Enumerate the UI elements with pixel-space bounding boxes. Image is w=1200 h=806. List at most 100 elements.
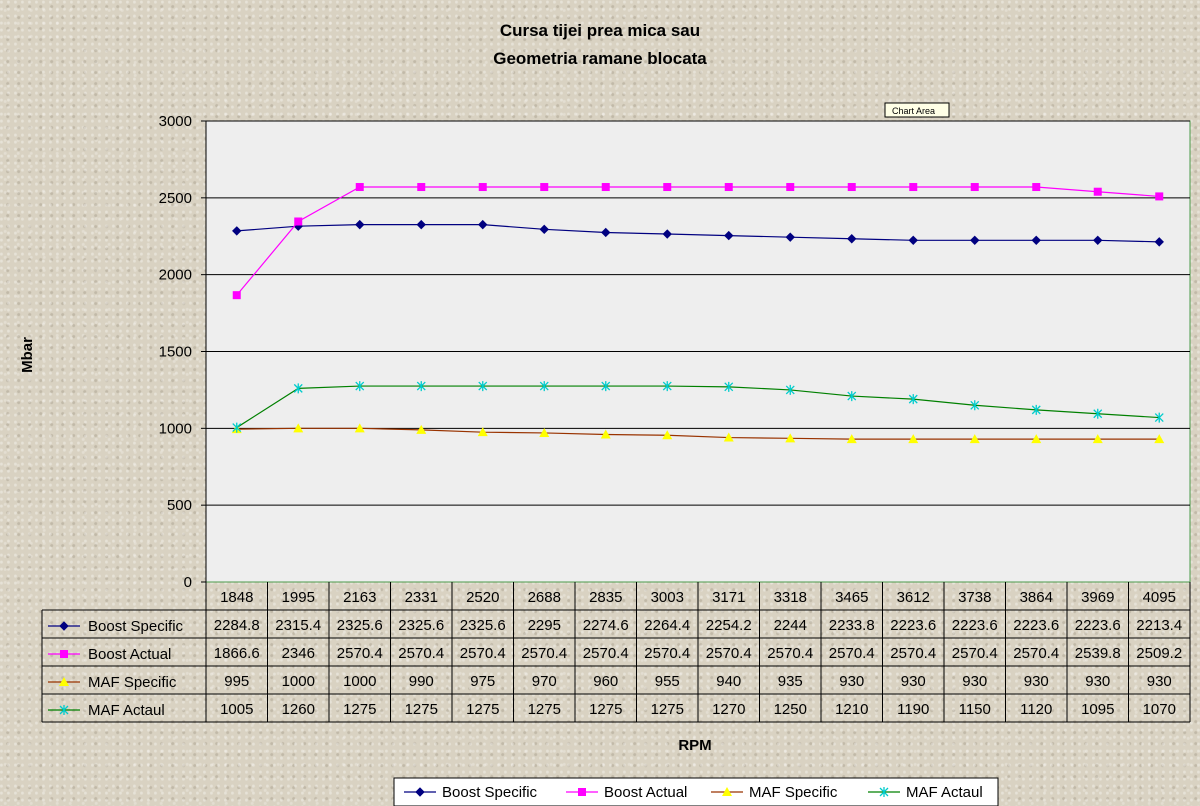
data-point-series-1 (232, 226, 242, 236)
diamond-marker-shape (415, 787, 425, 797)
data-point-series-4 (908, 394, 918, 405)
series-line-4 (236, 385, 1160, 429)
star-marker-shape (662, 381, 672, 392)
table-cell: 1210 (835, 701, 868, 718)
table-cell: 930 (962, 673, 987, 690)
legend-marker (578, 788, 586, 796)
plot-area[interactable]: 0 500 1000 1500 2000 2500 3000 (159, 113, 1191, 591)
table-cell: 2570.4 (829, 645, 875, 662)
data-point-series-3 (1092, 434, 1103, 444)
table-cell: 2223.6 (1075, 617, 1121, 634)
table-cell: 960 (593, 673, 618, 690)
x-category-label: 1848 (220, 589, 253, 606)
diamond-marker-shape (355, 219, 365, 230)
diamond-marker-shape (724, 230, 734, 241)
star-marker-shape (416, 381, 426, 392)
table-cell: 1150 (959, 701, 991, 718)
table-cell: 970 (532, 673, 557, 690)
data-point-series-4 (785, 384, 795, 395)
triangle-marker-shape (662, 430, 673, 440)
y-tick-label: 500 (167, 497, 192, 514)
square-marker-shape (724, 183, 733, 192)
star-marker-shape (59, 705, 69, 715)
square-marker-shape (970, 183, 979, 192)
data-point-series-1 (416, 219, 426, 230)
data-point-series-2 (232, 291, 241, 300)
table-cell: 1250 (774, 701, 807, 718)
table-row-label: Boost Specific (88, 618, 184, 635)
series-line-3 (236, 427, 1160, 440)
triangle-marker-shape (354, 423, 365, 433)
table-cell: 2315.4 (275, 617, 321, 634)
table-cell: 1275 (651, 701, 684, 718)
square-marker-shape (663, 183, 672, 192)
data-point-series-2 (355, 183, 364, 192)
square-marker-shape (478, 183, 487, 192)
table-cell: 2539.8 (1075, 645, 1121, 662)
square-marker-shape (578, 788, 586, 796)
triangle-marker-shape (539, 427, 550, 437)
data-point-series-2 (478, 183, 487, 192)
diamond-marker-shape (539, 224, 549, 235)
data-point-series-2 (1093, 187, 1102, 196)
star-marker-shape (1154, 412, 1164, 423)
data-point-series-2 (294, 217, 303, 226)
star-marker-shape (601, 381, 611, 392)
triangle-marker-shape (969, 434, 980, 444)
square-marker-shape (232, 291, 241, 300)
data-point-series-4 (970, 400, 980, 411)
table-cell: 2223.6 (890, 617, 936, 634)
x-category-label: 2163 (343, 589, 376, 606)
data-point-series-4 (539, 381, 549, 392)
table-cell: 1275 (589, 701, 622, 718)
table-cell: 2325.6 (460, 617, 506, 634)
diamond-marker-shape (847, 234, 857, 244)
y-tick-label: 0 (184, 574, 192, 591)
chart-area-tooltip: Chart Area (884, 102, 950, 118)
table-cell: 2570.4 (1013, 645, 1059, 662)
table-cell: 1275 (343, 701, 376, 718)
x-category-label: 3465 (835, 589, 868, 606)
data-point-series-4 (724, 381, 734, 392)
data-point-series-2 (909, 183, 918, 192)
data-point-series-3 (1154, 434, 1165, 444)
data-point-series-4 (232, 422, 242, 433)
table-cell: 1190 (897, 701, 929, 718)
x-category-label: 3003 (651, 589, 684, 606)
square-marker-shape (909, 183, 918, 192)
series-line-1 (236, 224, 1160, 243)
triangle-marker-shape (59, 677, 69, 686)
square-marker-shape (1155, 192, 1164, 201)
table-cell: 2570.4 (644, 645, 690, 662)
chart-title-line-1: Cursa tijei prea mica sau (500, 21, 700, 40)
table-cell: 940 (716, 673, 741, 690)
table-cell: 2570.4 (890, 645, 936, 662)
y-tick-label: 2500 (159, 190, 192, 207)
table-cell: 1270 (712, 701, 745, 718)
diamond-marker-shape (785, 232, 795, 242)
table-cell: 2223.6 (1013, 617, 1059, 634)
data-point-series-3 (539, 427, 550, 437)
triangle-marker-shape (1092, 434, 1103, 444)
triangle-marker-shape (1031, 434, 1042, 444)
x-category-label: 4095 (1143, 589, 1176, 606)
data-point-series-4 (1093, 408, 1103, 419)
star-marker-shape (908, 394, 918, 405)
diamond-marker-shape (1031, 235, 1041, 246)
star-marker-shape (879, 787, 889, 797)
data-point-series-2 (1032, 183, 1041, 192)
legend-entry-label: MAF Specific (749, 784, 838, 801)
legend-box (393, 777, 999, 806)
data-point-series-4 (601, 381, 611, 392)
table-cell: 2284.8 (214, 617, 260, 634)
star-marker-shape (355, 381, 365, 392)
table-cell: 1866.6 (214, 645, 260, 662)
table-cell: 2570.4 (460, 645, 506, 662)
legend-marker (415, 787, 425, 797)
y-tick-label: 1000 (159, 420, 192, 437)
table-cell: 2570.4 (706, 645, 752, 662)
x-axis-title: RPM (678, 737, 711, 754)
data-point-series-3 (477, 427, 488, 437)
star-marker-shape (785, 384, 795, 395)
